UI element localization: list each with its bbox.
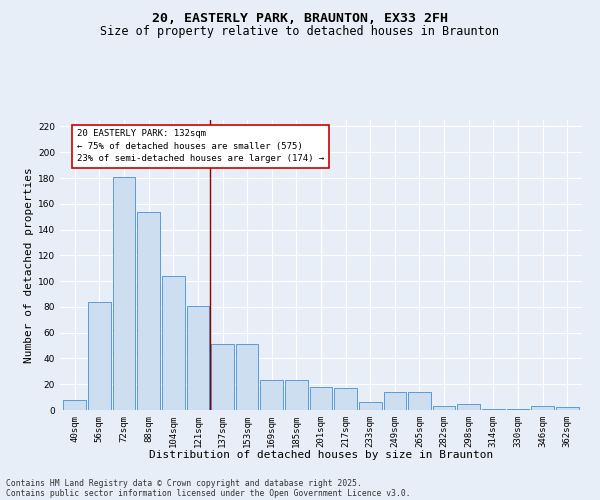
Text: Contains public sector information licensed under the Open Government Licence v3: Contains public sector information licen… (6, 488, 410, 498)
Bar (162, 276, 185, 410)
Text: 20, EASTERLY PARK, BRAUNTON, EX33 2FH: 20, EASTERLY PARK, BRAUNTON, EX33 2FH (152, 12, 448, 26)
Y-axis label: Number of detached properties: Number of detached properties (24, 167, 34, 363)
Bar (113, 176, 136, 410)
Bar (556, 408, 578, 410)
Bar (408, 392, 431, 410)
Bar (531, 406, 554, 410)
Text: Size of property relative to detached houses in Braunton: Size of property relative to detached ho… (101, 25, 499, 38)
Bar (211, 344, 234, 410)
Bar (482, 408, 505, 410)
Bar (137, 212, 160, 410)
Bar (187, 306, 209, 410)
Text: 20 EASTERLY PARK: 132sqm
← 75% of detached houses are smaller (575)
23% of semi-: 20 EASTERLY PARK: 132sqm ← 75% of detach… (77, 129, 324, 163)
Bar (285, 380, 308, 410)
Bar (383, 392, 406, 410)
Bar (64, 400, 86, 410)
Bar (88, 302, 111, 410)
X-axis label: Distribution of detached houses by size in Braunton: Distribution of detached houses by size … (149, 450, 493, 460)
Bar (236, 344, 259, 410)
Text: Contains HM Land Registry data © Crown copyright and database right 2025.: Contains HM Land Registry data © Crown c… (6, 478, 362, 488)
Bar (359, 402, 382, 410)
Bar (457, 404, 480, 410)
Bar (310, 387, 332, 410)
Bar (260, 380, 283, 410)
Bar (433, 406, 455, 410)
Bar (334, 388, 357, 410)
Bar (506, 408, 529, 410)
